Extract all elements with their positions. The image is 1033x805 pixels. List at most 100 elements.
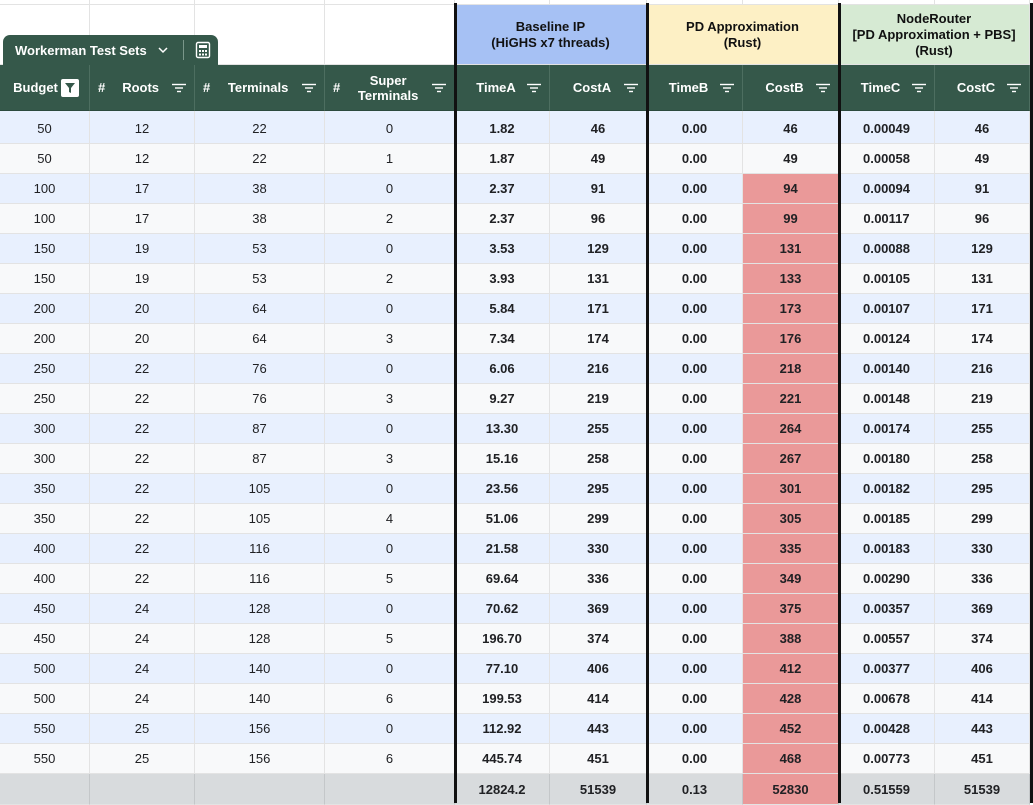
data-cell[interactable]: 3.93: [455, 264, 550, 294]
data-cell[interactable]: 451: [550, 744, 647, 774]
data-cell[interactable]: 0.00185: [839, 504, 935, 534]
data-cell-highlighted[interactable]: 468: [743, 744, 839, 774]
data-cell-highlighted[interactable]: 412: [743, 654, 839, 684]
data-cell[interactable]: 50: [0, 144, 90, 174]
data-cell[interactable]: 0.00: [647, 114, 743, 144]
data-cell[interactable]: 0.00088: [839, 234, 935, 264]
data-cell[interactable]: 300: [0, 444, 90, 474]
data-cell[interactable]: 15.16: [455, 444, 550, 474]
data-cell[interactable]: 174: [550, 324, 647, 354]
total-cell[interactable]: 12824.2: [455, 774, 550, 805]
data-cell[interactable]: 140: [195, 654, 325, 684]
data-cell[interactable]: 128: [195, 624, 325, 654]
filter-icon[interactable]: [624, 83, 638, 93]
data-cell[interactable]: 49: [743, 144, 839, 174]
data-cell[interactable]: 100: [0, 174, 90, 204]
data-cell[interactable]: 0: [325, 174, 455, 204]
data-cell[interactable]: 330: [550, 534, 647, 564]
data-cell[interactable]: 450: [0, 624, 90, 654]
group-header-baseline-ip[interactable]: Baseline IP (HiGHS x7 threads): [455, 5, 647, 65]
data-cell[interactable]: 22: [195, 144, 325, 174]
data-cell[interactable]: 0.00: [647, 354, 743, 384]
data-cell[interactable]: 0.00: [647, 474, 743, 504]
data-cell[interactable]: 0: [325, 294, 455, 324]
data-cell-highlighted[interactable]: 264: [743, 414, 839, 444]
data-cell[interactable]: 46: [743, 114, 839, 144]
data-cell[interactable]: 0.00: [647, 744, 743, 774]
data-cell[interactable]: 0.00: [647, 594, 743, 624]
data-cell[interactable]: 0.00148: [839, 384, 935, 414]
data-cell[interactable]: 3.53: [455, 234, 550, 264]
data-cell[interactable]: 150: [0, 264, 90, 294]
data-cell[interactable]: 0.00: [647, 654, 743, 684]
data-cell-highlighted[interactable]: 305: [743, 504, 839, 534]
data-cell[interactable]: 76: [195, 354, 325, 384]
data-cell[interactable]: 374: [550, 624, 647, 654]
data-cell[interactable]: 22: [90, 414, 195, 444]
data-cell[interactable]: 216: [935, 354, 1030, 384]
filter-icon[interactable]: [720, 83, 734, 93]
data-cell[interactable]: 23.56: [455, 474, 550, 504]
data-cell[interactable]: 451: [935, 744, 1030, 774]
column-header-budget[interactable]: Budget: [0, 65, 90, 111]
empty-cell[interactable]: [935, 0, 1030, 5]
data-cell[interactable]: 96: [935, 204, 1030, 234]
data-cell[interactable]: 49: [935, 144, 1030, 174]
data-cell[interactable]: 171: [935, 294, 1030, 324]
data-cell[interactable]: 156: [195, 744, 325, 774]
column-header-terminals[interactable]: # Terminals: [195, 65, 325, 111]
data-cell[interactable]: 77.10: [455, 654, 550, 684]
data-cell[interactable]: 24: [90, 594, 195, 624]
data-cell-highlighted[interactable]: 173: [743, 294, 839, 324]
data-cell[interactable]: 255: [935, 414, 1030, 444]
data-cell[interactable]: 250: [0, 354, 90, 384]
data-cell[interactable]: 0.00428: [839, 714, 935, 744]
data-cell[interactable]: 21.58: [455, 534, 550, 564]
calculator-icon[interactable]: [194, 41, 212, 59]
data-cell[interactable]: 0.00182: [839, 474, 935, 504]
chevron-down-icon[interactable]: [157, 44, 169, 56]
column-header-roots[interactable]: # Roots: [90, 65, 195, 111]
total-cell[interactable]: 0.13: [647, 774, 743, 805]
data-cell[interactable]: 0: [325, 414, 455, 444]
data-cell[interactable]: 299: [935, 504, 1030, 534]
data-cell[interactable]: 0.00: [647, 414, 743, 444]
data-cell[interactable]: 0.00: [647, 504, 743, 534]
filter-icon[interactable]: [172, 83, 186, 93]
data-cell[interactable]: 5: [325, 564, 455, 594]
data-cell[interactable]: 0.00: [647, 234, 743, 264]
data-cell[interactable]: 174: [935, 324, 1030, 354]
data-cell[interactable]: 0.00: [647, 684, 743, 714]
empty-cell[interactable]: [90, 0, 195, 5]
data-cell[interactable]: 6.06: [455, 354, 550, 384]
data-cell[interactable]: 2: [325, 204, 455, 234]
group-header-pd-approximation[interactable]: PD Approximation (Rust): [647, 5, 839, 65]
data-cell[interactable]: 1: [325, 144, 455, 174]
data-cell-highlighted[interactable]: 335: [743, 534, 839, 564]
data-cell[interactable]: 20: [90, 324, 195, 354]
data-cell[interactable]: 76: [195, 384, 325, 414]
data-cell-highlighted[interactable]: 133: [743, 264, 839, 294]
empty-cell[interactable]: [195, 0, 325, 5]
data-cell[interactable]: 4: [325, 504, 455, 534]
empty-cell[interactable]: [743, 0, 839, 5]
data-cell[interactable]: 53: [195, 234, 325, 264]
data-cell-highlighted[interactable]: 176: [743, 324, 839, 354]
data-cell[interactable]: 17: [90, 174, 195, 204]
data-cell[interactable]: 38: [195, 204, 325, 234]
data-cell[interactable]: 22: [90, 504, 195, 534]
data-cell[interactable]: 53: [195, 264, 325, 294]
data-cell[interactable]: 0.00: [647, 564, 743, 594]
data-cell[interactable]: 0.00049: [839, 114, 935, 144]
data-cell[interactable]: 22: [90, 354, 195, 384]
column-header-costc[interactable]: CostC: [935, 65, 1030, 111]
data-cell[interactable]: 3: [325, 324, 455, 354]
data-cell[interactable]: 131: [935, 264, 1030, 294]
column-header-costb[interactable]: CostB: [743, 65, 839, 111]
data-cell[interactable]: 258: [935, 444, 1030, 474]
data-cell[interactable]: 0: [325, 714, 455, 744]
data-cell[interactable]: 0: [325, 354, 455, 384]
data-cell[interactable]: 70.62: [455, 594, 550, 624]
data-cell[interactable]: 46: [550, 114, 647, 144]
filter-icon[interactable]: [1007, 83, 1021, 93]
